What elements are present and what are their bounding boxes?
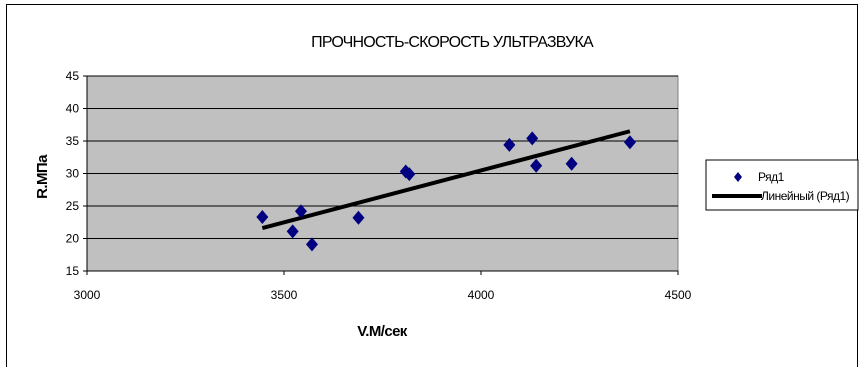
data-point bbox=[530, 158, 543, 173]
data-point bbox=[256, 210, 269, 225]
y-tick-label: 45 bbox=[66, 69, 80, 83]
legend: Ряд1 Линейный (Ряд1) bbox=[705, 159, 859, 211]
x-tick-label: 4000 bbox=[468, 288, 495, 302]
data-point bbox=[305, 237, 318, 252]
legend-label-trendline: Линейный (Ряд1) bbox=[761, 189, 850, 203]
x-tick-label: 3000 bbox=[74, 288, 101, 302]
data-point bbox=[403, 167, 416, 182]
x-axis-title: V.М/сек bbox=[357, 323, 408, 340]
y-tick-label: 25 bbox=[66, 199, 80, 213]
data-point bbox=[352, 210, 365, 225]
legend-label-series: Ряд1 bbox=[758, 170, 785, 184]
y-tick-label: 40 bbox=[66, 102, 80, 116]
data-point bbox=[623, 135, 636, 150]
trendline bbox=[261, 129, 631, 231]
legend-marker bbox=[734, 172, 742, 182]
data-point bbox=[294, 204, 307, 219]
y-tick-label: 35 bbox=[66, 134, 80, 148]
y-tick-label: 20 bbox=[66, 232, 80, 246]
data-point bbox=[503, 137, 516, 152]
y-tick-label: 15 bbox=[66, 264, 80, 278]
plot-area: 15 20 25 30 35 40 45 3000 3500 4000 4500 bbox=[66, 69, 692, 302]
chart-title: ПРОЧНОСТЬ-СКОРОСТЬ УЛЬТРАЗВУКА bbox=[311, 34, 594, 51]
x-tick-label: 3500 bbox=[271, 288, 298, 302]
data-point bbox=[565, 156, 578, 171]
data-point bbox=[526, 131, 539, 146]
y-tick-label: 30 bbox=[66, 167, 80, 181]
data-point bbox=[286, 224, 299, 239]
y-axis-title: R.МПа bbox=[34, 154, 51, 199]
legend-box bbox=[705, 159, 859, 211]
x-tick-label: 4500 bbox=[665, 288, 692, 302]
